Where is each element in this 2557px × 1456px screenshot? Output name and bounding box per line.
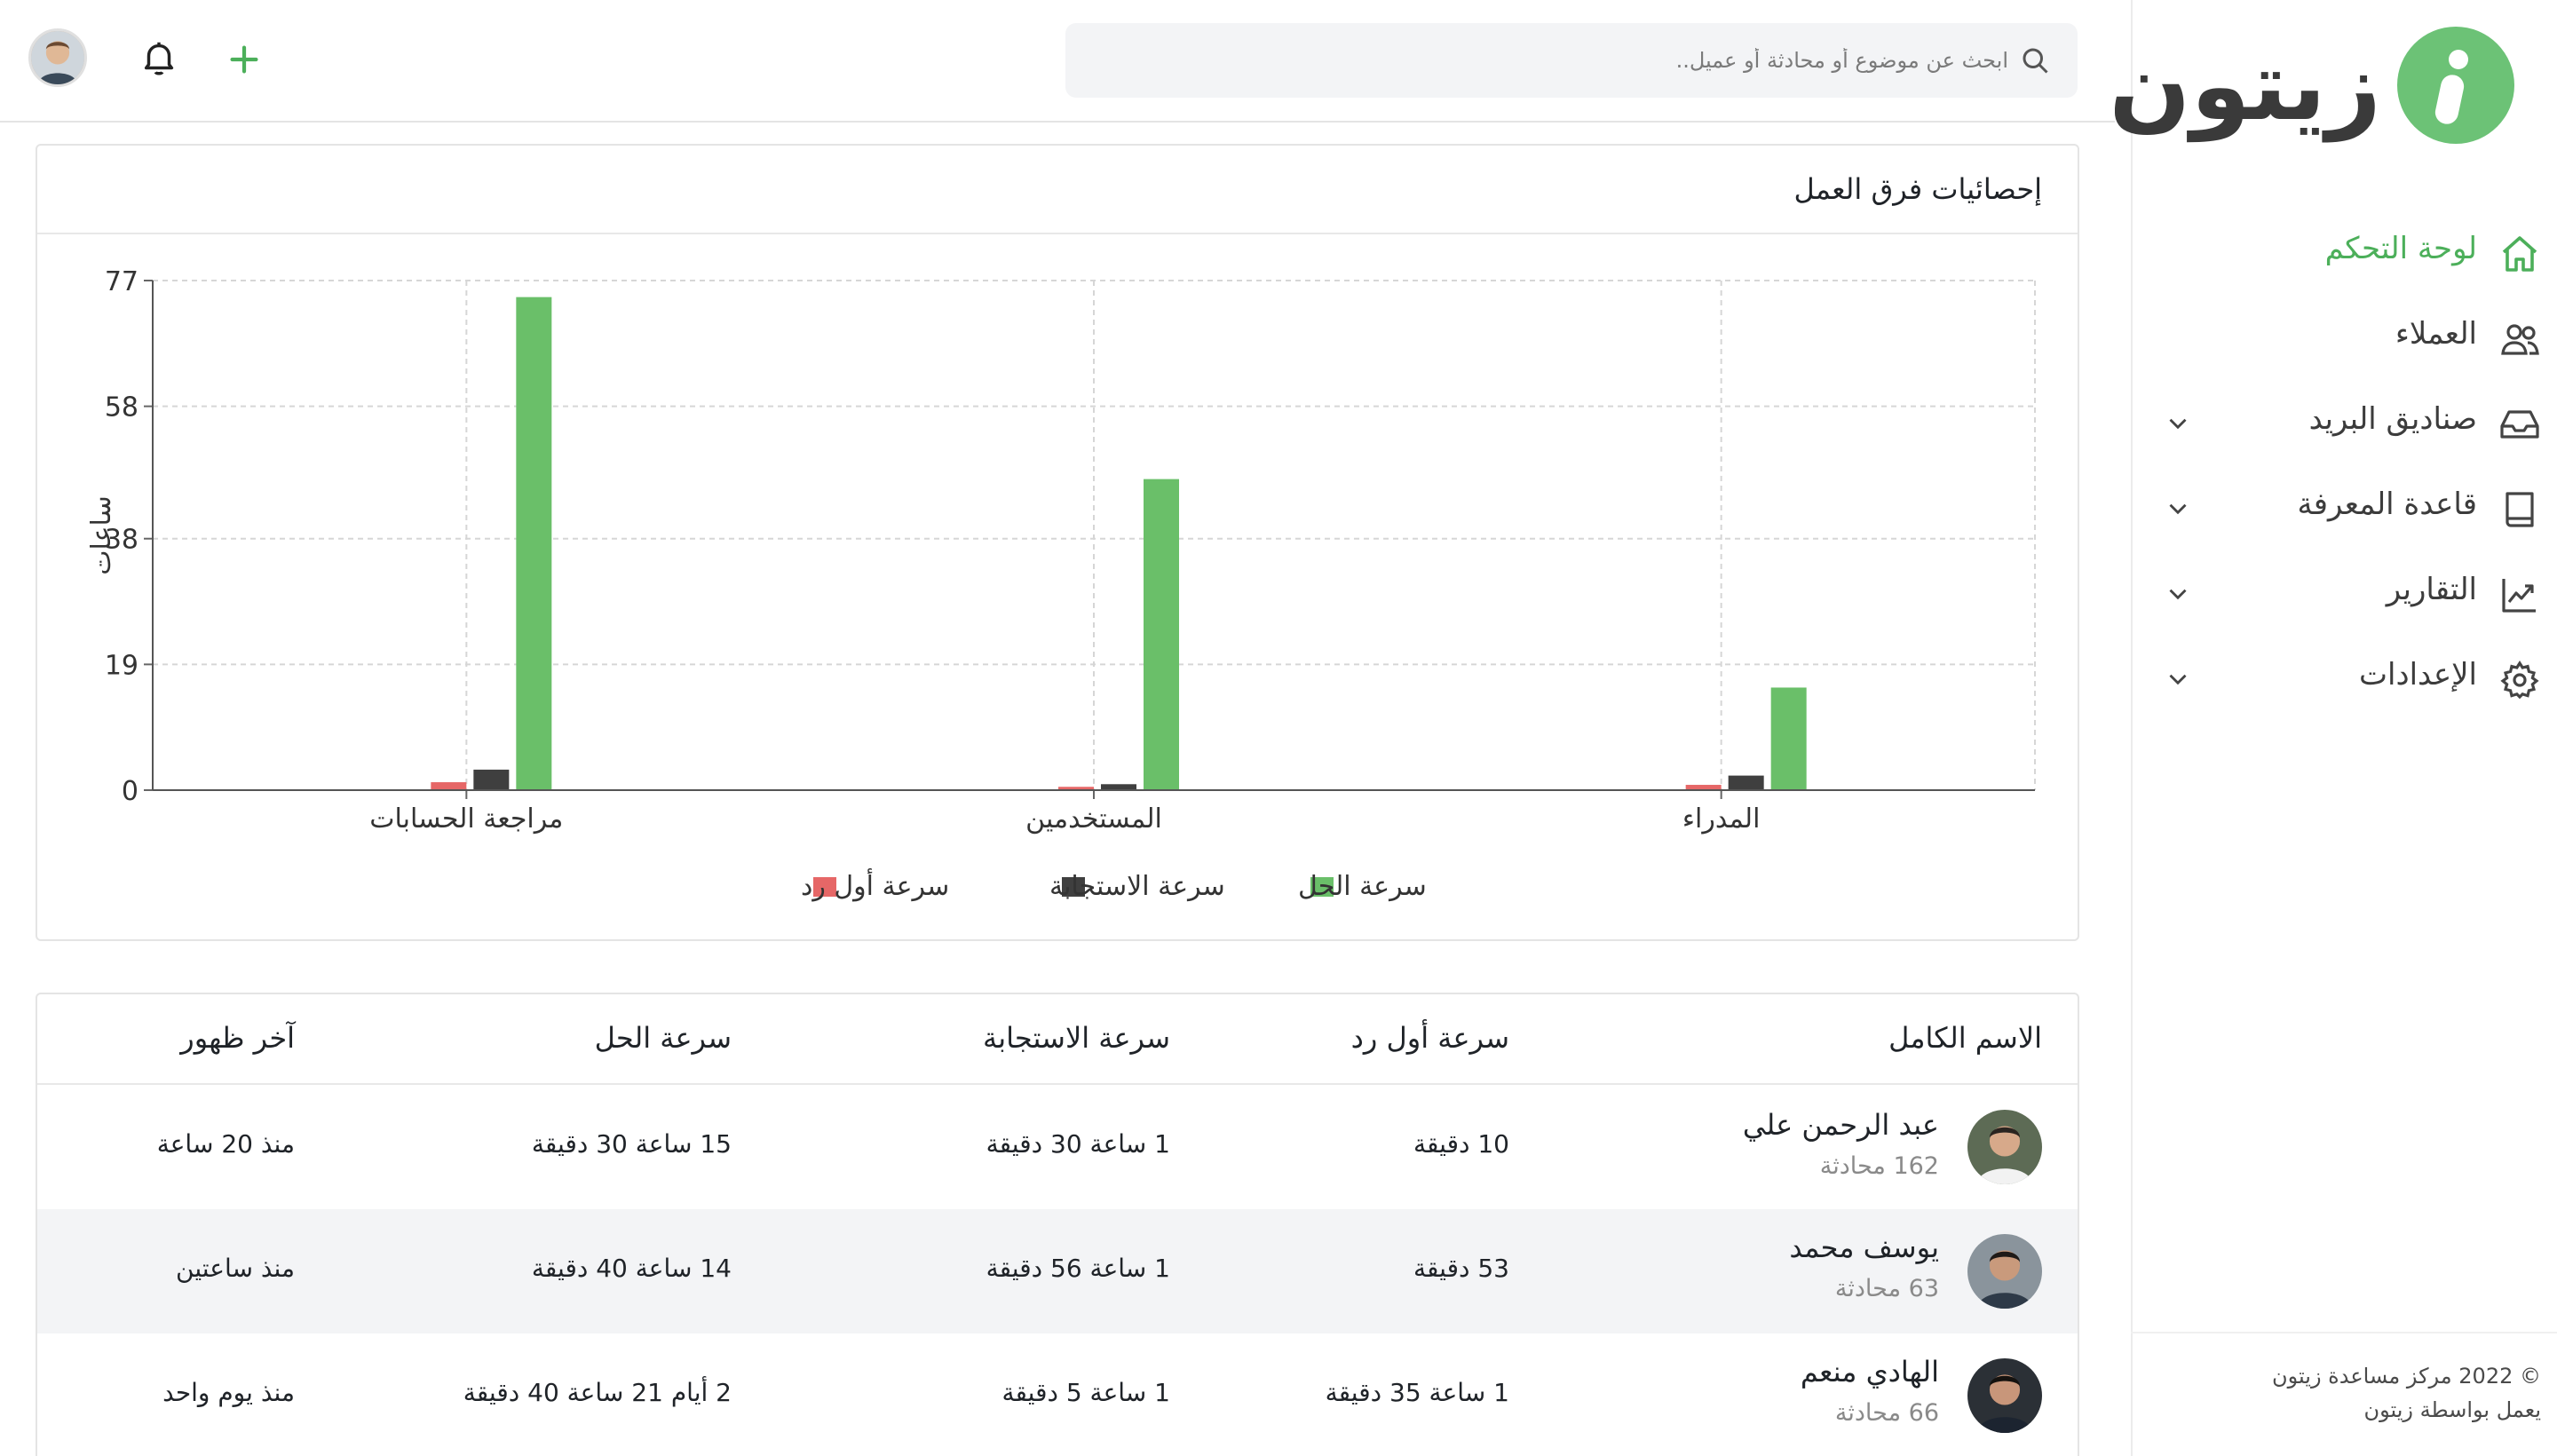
copyright-text: © 2022 مركز مساعدة زيتون — [2272, 1364, 2541, 1389]
bar — [1685, 785, 1722, 790]
bar — [1728, 775, 1764, 790]
sidebar-footer: © 2022 مركز مساعدة زيتون يعمل بواسطة زيت… — [2131, 1332, 2557, 1456]
bell-icon[interactable] — [139, 37, 179, 78]
response-value: 1 ساعة 5 دقيقة — [1001, 1378, 1170, 1407]
team-stats-card: إحصائيات فرق العمل 0 19 38 58 77 المدراء المست… — [36, 144, 2079, 941]
chart-line-icon — [2498, 574, 2541, 616]
last-seen-value: منذ 20 ساعة — [156, 1129, 295, 1159]
table-row[interactable]: الهادي منعم 66 محادثة 1 ساعة 35 دقيقة 1 … — [37, 1333, 2078, 1456]
chevron-down-icon[interactable] — [2163, 664, 2193, 694]
agents-table: الاسم الكامل سرعة أول رد سرعة الاستجابة … — [36, 993, 2079, 1456]
bar — [1058, 787, 1094, 790]
search-icon — [2019, 44, 2051, 76]
x-tick-label: المستخدمين — [1025, 803, 1162, 835]
conversation-count: 162 محادثة — [1819, 1152, 1939, 1180]
sidebar-item-reports[interactable]: التقارير — [2131, 550, 2557, 636]
last-seen-value: منذ ساعتين — [176, 1254, 295, 1283]
bar — [473, 769, 510, 790]
logo-mark-icon — [2397, 27, 2514, 144]
legend-label: سرعة أول رد — [801, 867, 949, 902]
chevron-down-icon[interactable] — [2163, 408, 2193, 439]
search-input[interactable] — [1209, 37, 2008, 83]
sidebar-item-dashboard[interactable]: لوحة التحكم — [2131, 210, 2557, 295]
y-tick-label: 77 — [105, 266, 139, 297]
first-reply-value: 1 ساعة 35 دقيقة — [1325, 1378, 1509, 1407]
avatar[interactable] — [28, 28, 87, 87]
sidebar-item-label: العملاء — [2395, 316, 2477, 352]
avatar — [1967, 1110, 2042, 1184]
avatar — [1967, 1358, 2042, 1433]
y-tick-label: 0 — [122, 776, 139, 807]
powered-by-text: يعمل بواسطة زيتون — [2363, 1397, 2541, 1422]
inbox-icon — [2498, 403, 2541, 446]
agent-name[interactable]: الهادي منعم — [1800, 1355, 1939, 1389]
table-header: الاسم الكامل سرعة أول رد سرعة الاستجابة … — [37, 994, 2078, 1085]
legend-label: سرعة الحل — [1298, 871, 1427, 902]
agent-name[interactable]: يوسف محمد — [1789, 1230, 1939, 1264]
sidebar-item-customers[interactable]: العملاء — [2131, 295, 2557, 380]
y-tick-label: 58 — [105, 392, 139, 423]
resolution-value: 14 ساعة 40 دقيقة — [531, 1254, 732, 1283]
bar — [1770, 687, 1807, 790]
response-value: 1 ساعة 56 دقيقة — [986, 1254, 1170, 1283]
chevron-down-icon[interactable] — [2163, 579, 2193, 609]
sidebar-item-label: التقارير — [2386, 572, 2477, 607]
conversation-count: 66 محادثة — [1834, 1399, 1939, 1427]
sidebar-item-label: قاعدة المعرفة — [2297, 487, 2477, 522]
response-value: 1 ساعة 30 دقيقة — [986, 1129, 1170, 1159]
brand-logo[interactable]: زيتون — [2109, 27, 2514, 151]
first-reply-value: 53 دقيقة — [1413, 1254, 1509, 1283]
sidebar-item-knowledge-base[interactable]: قاعدة المعرفة — [2131, 465, 2557, 550]
legend-swatch — [1310, 877, 1334, 897]
team-stats-chart: 0 19 38 58 77 المدراء المستخدمين مراجعة الحسابا… — [86, 266, 2036, 902]
card-header: إحصائيات فرق العمل — [37, 146, 2078, 234]
table-row[interactable]: يوسف محمد 63 محادثة 53 دقيقة 1 ساعة 56 د… — [37, 1209, 2078, 1333]
resolution-value: 2 أيام 21 ساعة 40 دقيقة — [463, 1378, 732, 1407]
bar — [516, 297, 552, 790]
column-header-name[interactable]: الاسم الكامل — [1888, 1021, 2042, 1055]
x-tick-label: المدراء — [1682, 803, 1761, 835]
bar — [431, 782, 467, 790]
search-box[interactable] — [1065, 23, 2078, 98]
sidebar-nav: لوحة التحكم العملاء صناديق البريد — [2131, 210, 2557, 721]
y-axis-label: ساعات — [86, 495, 117, 575]
sidebar-item-mailboxes[interactable]: صناديق البريد — [2131, 380, 2557, 465]
sidebar-item-label: صناديق البريد — [2308, 401, 2477, 437]
users-icon — [2498, 318, 2541, 360]
column-header-last-seen[interactable]: آخر ظهور — [180, 1021, 295, 1055]
legend-swatch — [1062, 877, 1085, 897]
resolution-value: 15 ساعة 30 دقيقة — [531, 1129, 732, 1159]
y-tick-label: 19 — [105, 650, 139, 681]
book-icon — [2498, 488, 2541, 531]
chevron-down-icon[interactable] — [2163, 494, 2193, 524]
agent-name[interactable]: عبد الرحمن علي — [1742, 1108, 1939, 1142]
avatar — [1967, 1234, 2042, 1309]
sidebar: زيتون لوحة التحكم العملاء صناديق البريد — [2109, 0, 2557, 1456]
first-reply-value: 10 دقيقة — [1413, 1129, 1509, 1159]
legend-label: سرعة الاستجابة — [1049, 871, 1225, 902]
sidebar-item-label: الإعدادات — [2358, 657, 2477, 692]
last-seen-value: منذ يوم واحد — [162, 1378, 295, 1407]
sidebar-item-settings[interactable]: الإعدادات — [2131, 636, 2557, 721]
y-tick-label: 38 — [105, 525, 139, 556]
x-tick-label: مراجعة الحسابات — [369, 803, 563, 835]
table-row[interactable]: عبد الرحمن علي 162 محادثة 10 دقيقة 1 ساع… — [37, 1085, 2078, 1209]
home-icon — [2498, 233, 2541, 275]
sidebar-item-label: لوحة التحكم — [2324, 231, 2477, 266]
column-header-first-reply[interactable]: سرعة أول رد — [1350, 1021, 1509, 1055]
plus-icon[interactable] — [224, 39, 265, 80]
topbar — [0, 0, 2115, 123]
bar — [1101, 784, 1136, 790]
column-header-resolution[interactable]: سرعة الحل — [594, 1021, 732, 1055]
gear-icon — [2498, 659, 2541, 701]
bar — [1144, 479, 1179, 790]
column-header-response[interactable]: سرعة الاستجابة — [983, 1021, 1170, 1055]
conversation-count: 63 محادثة — [1834, 1275, 1939, 1302]
legend-swatch — [813, 877, 836, 897]
card-title: إحصائيات فرق العمل — [1793, 172, 2042, 206]
brand-name: زيتون — [2109, 31, 2381, 142]
